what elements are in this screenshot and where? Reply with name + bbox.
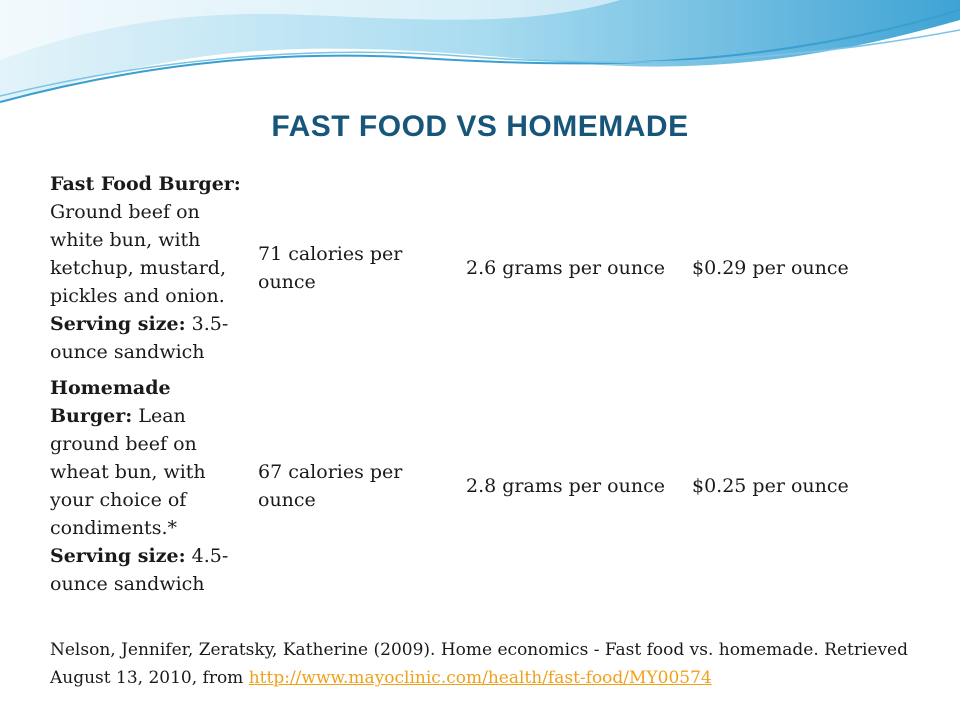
header-wave-decoration [0, 0, 960, 104]
protein-cell: 2.6 grams per ounce [466, 257, 665, 279]
table-row: Fast Food Burger: Ground beef on white b… [46, 166, 876, 370]
citation-text: Nelson, Jennifer, Zeratsky, Katherine (2… [50, 640, 909, 688]
serving-size: 3.5-ounce sandwich [50, 313, 229, 363]
serving-label: Serving size: [50, 313, 186, 335]
serving-size: 4.5-ounce sandwich [50, 545, 229, 595]
item-detail: Lean ground beef on wheat bun, with your… [50, 405, 206, 539]
item-label: Fast Food Burger: [50, 173, 241, 195]
cost-cell: $0.25 per ounce [692, 475, 849, 497]
citation: Nelson, Jennifer, Zeratsky, Katherine (2… [50, 636, 920, 692]
table-row: Homemade Burger: Lean ground beef on whe… [46, 370, 876, 602]
calories-cell: 71 calories per ounce [258, 243, 403, 293]
calories-cell: 67 calories per ounce [258, 461, 403, 511]
citation-link[interactable]: http://www.mayoclinic.com/health/fast-fo… [248, 668, 712, 688]
item-description: Homemade Burger: Lean ground beef on whe… [46, 370, 254, 602]
cost-cell: $0.29 per ounce [692, 257, 849, 279]
protein-cell: 2.8 grams per ounce [466, 475, 665, 497]
slide-title: FAST FOOD VS HOMEMADE [271, 110, 689, 143]
comparison-table: Fast Food Burger: Ground beef on white b… [46, 166, 876, 602]
item-description: Fast Food Burger: Ground beef on white b… [46, 166, 254, 370]
serving-label: Serving size: [50, 545, 186, 567]
item-label: Homemade Burger: [50, 377, 171, 427]
item-detail: Ground beef on white bun, with ketchup, … [50, 201, 227, 307]
